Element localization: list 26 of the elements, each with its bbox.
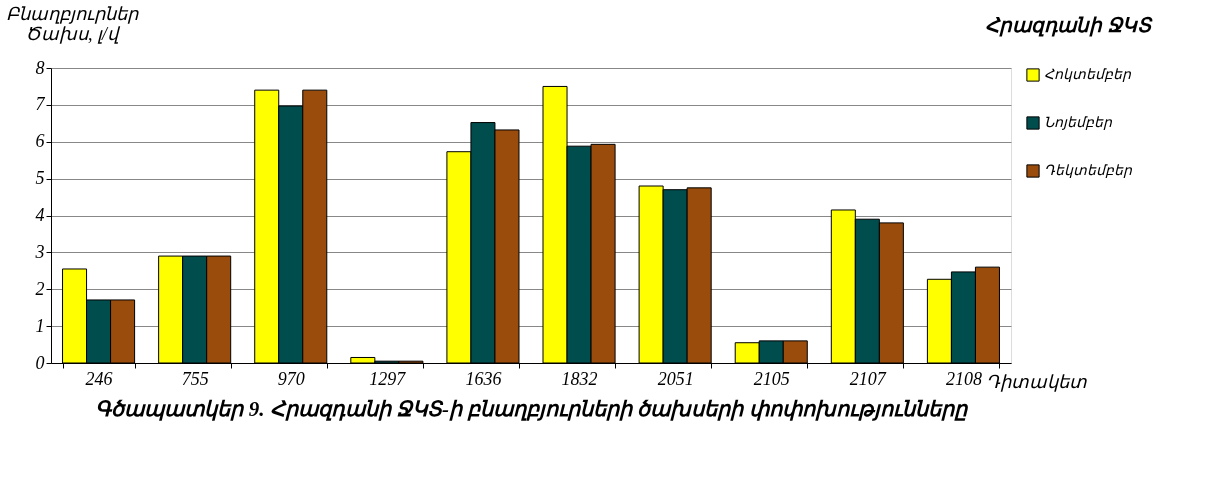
x-tick-label: 2051 bbox=[657, 368, 694, 389]
y-tick-label: 6 bbox=[35, 131, 45, 152]
y-tick-label: 7 bbox=[35, 94, 46, 115]
y-axis-title: Բնաղբյուրներ Ծախս, լ/վ bbox=[5, 3, 139, 44]
y-tick-label: 4 bbox=[35, 205, 45, 225]
y-tick-label: 0 bbox=[35, 352, 45, 373]
legend-label: Նոյեմբեր bbox=[1044, 115, 1113, 130]
x-axis-title: Դիտակետ bbox=[985, 371, 1087, 392]
y-tick-label: 5 bbox=[35, 168, 45, 189]
y-tick-label: 2 bbox=[35, 278, 45, 299]
x-tick-label: 246 bbox=[85, 368, 113, 389]
legend-label: Դեկտեմբեր bbox=[1044, 163, 1133, 178]
legend-label: Հոկտեմբեր bbox=[1044, 67, 1132, 82]
x-tick-label: 1832 bbox=[561, 368, 598, 389]
x-tick-label: 970 bbox=[277, 368, 305, 389]
x-tick-label: 1636 bbox=[465, 368, 502, 389]
x-tick-label: 2105 bbox=[753, 368, 790, 389]
y-tick-label: 3 bbox=[34, 241, 45, 262]
x-tick-label: 2107 bbox=[849, 368, 887, 389]
text: Գծապատկեր 9. Հրազդանի ՋԿՏ-ի բնաղբյուրների ծախսերի փոփոխությունները bbox=[95, 397, 969, 421]
y-tick-label: 8 bbox=[35, 57, 45, 78]
text: Հրազդանի ՋԿՏ bbox=[985, 14, 1153, 37]
x-tick-label: 1297 bbox=[369, 368, 407, 389]
x-tick-label: 2108 bbox=[945, 368, 982, 389]
y-tick-label: 1 bbox=[35, 315, 45, 336]
x-tick-label: 755 bbox=[181, 368, 209, 389]
